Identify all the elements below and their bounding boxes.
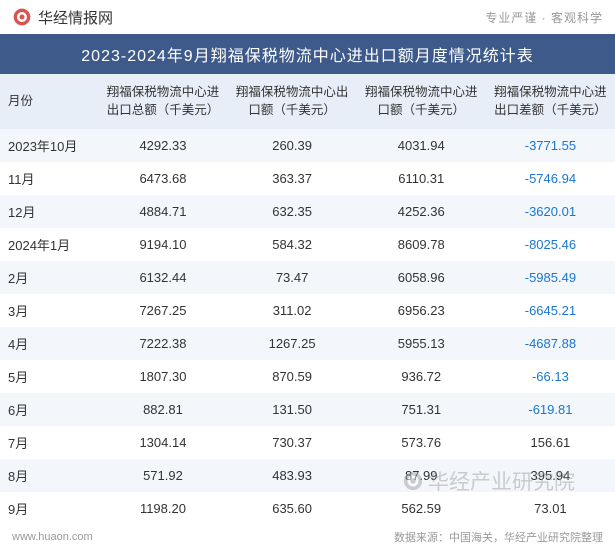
col-header-diff: 翔福保税物流中心进出口差额（千美元） <box>486 74 615 129</box>
cell-diff: -5985.49 <box>486 261 615 294</box>
cell-import: 751.31 <box>357 393 486 426</box>
table-row: 6月882.81131.50751.31-619.81 <box>0 393 615 426</box>
cell-total: 7222.38 <box>98 327 227 360</box>
cell-total: 9194.10 <box>98 228 227 261</box>
table-row: 11月6473.68363.376110.31-5746.94 <box>0 162 615 195</box>
cell-export: 311.02 <box>228 294 357 327</box>
cell-export: 260.39 <box>228 129 357 162</box>
cell-month: 7月 <box>0 426 98 459</box>
table-header-row: 月份 翔福保税物流中心进出口总额（千美元） 翔福保税物流中心出口额（千美元） 翔… <box>0 74 615 129</box>
cell-import: 87.99 <box>357 459 486 492</box>
table-row: 9月1198.20635.60562.5973.01 <box>0 492 615 525</box>
cell-diff: -5746.94 <box>486 162 615 195</box>
cell-total: 6132.44 <box>98 261 227 294</box>
cell-export: 730.37 <box>228 426 357 459</box>
cell-month: 2月 <box>0 261 98 294</box>
table-row: 3月7267.25311.026956.23-6645.21 <box>0 294 615 327</box>
cell-import: 562.59 <box>357 492 486 525</box>
cell-import: 4252.36 <box>357 195 486 228</box>
cell-total: 1198.20 <box>98 492 227 525</box>
table-row: 2024年1月9194.10584.328609.78-8025.46 <box>0 228 615 261</box>
cell-total: 6473.68 <box>98 162 227 195</box>
table-title: 2023-2024年9月翔福保税物流中心进出口额月度情况统计表 <box>0 34 615 74</box>
cell-export: 483.93 <box>228 459 357 492</box>
footer-source: 数据来源：中国海关，华经产业研究院整理 <box>394 529 603 545</box>
cell-export: 73.47 <box>228 261 357 294</box>
cell-import: 4031.94 <box>357 129 486 162</box>
cell-diff: -3620.01 <box>486 195 615 228</box>
page-footer: www.huaon.com 数据来源：中国海关，华经产业研究院整理 <box>0 525 615 547</box>
cell-import: 936.72 <box>357 360 486 393</box>
cell-total: 1807.30 <box>98 360 227 393</box>
cell-month: 2023年10月 <box>0 129 98 162</box>
header-left: 华经情报网 <box>12 7 113 28</box>
table-row: 12月4884.71632.354252.36-3620.01 <box>0 195 615 228</box>
cell-import: 6110.31 <box>357 162 486 195</box>
cell-diff: -66.13 <box>486 360 615 393</box>
cell-export: 584.32 <box>228 228 357 261</box>
cell-diff: 395.94 <box>486 459 615 492</box>
table-row: 4月7222.381267.255955.13-4687.88 <box>0 327 615 360</box>
cell-diff: -4687.88 <box>486 327 615 360</box>
cell-total: 4292.33 <box>98 129 227 162</box>
table-row: 8月571.92483.9387.99395.94 <box>0 459 615 492</box>
cell-import: 6956.23 <box>357 294 486 327</box>
col-header-month: 月份 <box>0 74 98 129</box>
cell-month: 3月 <box>0 294 98 327</box>
header-tagline: 专业严谨 · 客观科学 <box>485 9 603 26</box>
table-row: 2月6132.4473.476058.96-5985.49 <box>0 261 615 294</box>
cell-month: 4月 <box>0 327 98 360</box>
cell-month: 9月 <box>0 492 98 525</box>
col-header-total: 翔福保税物流中心进出口总额（千美元） <box>98 74 227 129</box>
cell-diff: -8025.46 <box>486 228 615 261</box>
logo-icon <box>12 7 32 27</box>
cell-export: 635.60 <box>228 492 357 525</box>
page-header: 华经情报网 专业严谨 · 客观科学 <box>0 0 615 34</box>
cell-total: 1304.14 <box>98 426 227 459</box>
footer-url: www.huaon.com <box>12 531 93 543</box>
cell-month: 5月 <box>0 360 98 393</box>
cell-month: 6月 <box>0 393 98 426</box>
col-header-import: 翔福保税物流中心进口额（千美元） <box>357 74 486 129</box>
table-container: 月份 翔福保税物流中心进出口总额（千美元） 翔福保税物流中心出口额（千美元） 翔… <box>0 74 615 525</box>
cell-import: 6058.96 <box>357 261 486 294</box>
table-body: 2023年10月4292.33260.394031.94-3771.5511月6… <box>0 129 615 525</box>
cell-total: 7267.25 <box>98 294 227 327</box>
cell-month: 8月 <box>0 459 98 492</box>
cell-diff: 156.61 <box>486 426 615 459</box>
cell-diff: -619.81 <box>486 393 615 426</box>
cell-export: 870.59 <box>228 360 357 393</box>
table-row: 5月1807.30870.59936.72-66.13 <box>0 360 615 393</box>
site-name: 华经情报网 <box>38 7 113 28</box>
cell-month: 12月 <box>0 195 98 228</box>
cell-diff: 73.01 <box>486 492 615 525</box>
cell-import: 8609.78 <box>357 228 486 261</box>
cell-month: 11月 <box>0 162 98 195</box>
table-row: 2023年10月4292.33260.394031.94-3771.55 <box>0 129 615 162</box>
cell-total: 571.92 <box>98 459 227 492</box>
cell-total: 4884.71 <box>98 195 227 228</box>
col-header-export: 翔福保税物流中心出口额（千美元） <box>228 74 357 129</box>
cell-export: 632.35 <box>228 195 357 228</box>
cell-import: 5955.13 <box>357 327 486 360</box>
cell-diff: -6645.21 <box>486 294 615 327</box>
cell-export: 1267.25 <box>228 327 357 360</box>
cell-export: 363.37 <box>228 162 357 195</box>
data-table: 月份 翔福保税物流中心进出口总额（千美元） 翔福保税物流中心出口额（千美元） 翔… <box>0 74 615 525</box>
table-row: 7月1304.14730.37573.76156.61 <box>0 426 615 459</box>
cell-export: 131.50 <box>228 393 357 426</box>
cell-import: 573.76 <box>357 426 486 459</box>
cell-total: 882.81 <box>98 393 227 426</box>
cell-month: 2024年1月 <box>0 228 98 261</box>
cell-diff: -3771.55 <box>486 129 615 162</box>
